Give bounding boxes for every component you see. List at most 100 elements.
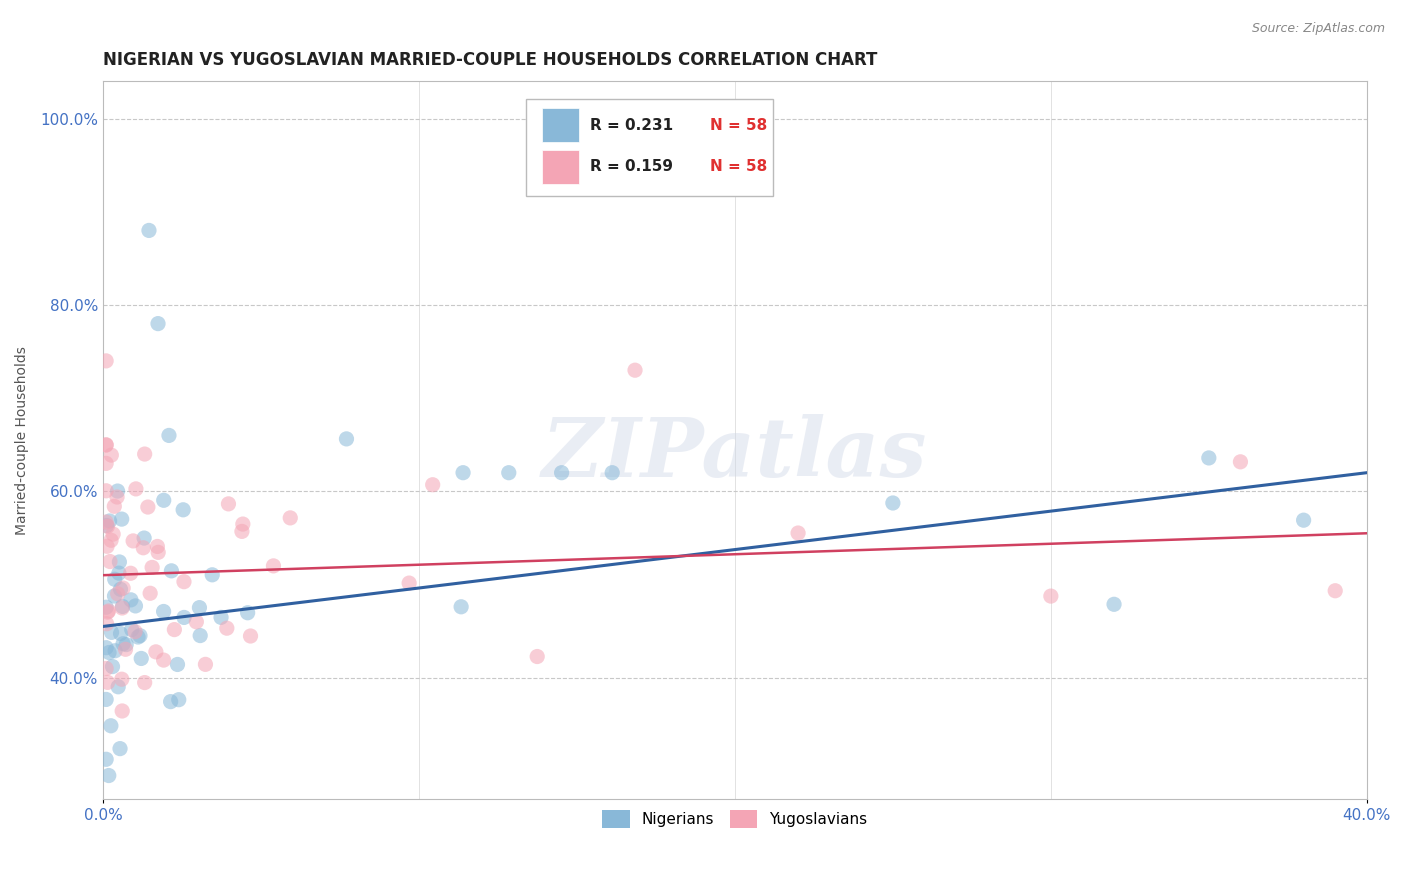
Point <box>498 466 520 480</box>
Text: ZIPatlas: ZIPatlas <box>543 415 928 494</box>
Point <box>146 540 169 554</box>
Point <box>114 642 136 657</box>
Point <box>107 587 129 601</box>
Point <box>94 438 117 452</box>
Point <box>112 581 135 595</box>
Point <box>125 482 148 496</box>
Point <box>94 515 117 529</box>
Point <box>103 500 125 514</box>
Point <box>98 646 121 660</box>
Point <box>98 555 121 569</box>
Point <box>262 558 284 573</box>
Point <box>97 768 120 782</box>
Point <box>94 483 117 498</box>
Point <box>105 490 128 504</box>
Point <box>166 657 188 672</box>
Point <box>188 600 211 615</box>
Point <box>882 496 904 510</box>
Bar <box>541 150 579 184</box>
Point <box>1102 597 1125 611</box>
Point <box>97 675 120 690</box>
Point <box>110 582 132 597</box>
Point <box>127 630 149 644</box>
Point <box>129 629 152 643</box>
Point <box>122 533 145 548</box>
Point <box>215 621 238 635</box>
Point <box>160 564 183 578</box>
Point <box>188 629 211 643</box>
Point <box>186 615 208 629</box>
Point <box>96 616 118 631</box>
Legend: Nigerians, Yugoslavians: Nigerians, Yugoslavians <box>596 805 873 834</box>
Text: N = 58: N = 58 <box>710 118 766 133</box>
Point <box>1292 513 1315 527</box>
Point <box>100 625 122 640</box>
Point <box>159 695 181 709</box>
Point <box>94 600 117 615</box>
Point <box>167 692 190 706</box>
Point <box>451 466 474 480</box>
Point <box>104 644 127 658</box>
Point <box>94 354 117 368</box>
Point <box>111 599 134 614</box>
Point <box>173 574 195 589</box>
Point <box>422 477 444 491</box>
Point <box>209 610 232 624</box>
Point <box>94 661 117 675</box>
Point <box>146 317 169 331</box>
Point <box>107 680 129 694</box>
Point <box>107 484 129 499</box>
Point <box>120 592 142 607</box>
Point <box>124 599 146 613</box>
Point <box>101 659 124 673</box>
Point <box>115 638 138 652</box>
Text: R = 0.231: R = 0.231 <box>589 118 672 133</box>
Point <box>152 493 174 508</box>
Point <box>136 500 159 514</box>
Text: N = 58: N = 58 <box>710 160 766 174</box>
Point <box>1039 589 1062 603</box>
Point <box>787 526 810 541</box>
Y-axis label: Married-couple Households: Married-couple Households <box>15 346 30 534</box>
Point <box>94 438 117 452</box>
Point <box>172 503 194 517</box>
Point <box>194 657 217 672</box>
Point <box>96 518 118 533</box>
Point <box>94 692 117 706</box>
Point <box>124 624 146 639</box>
Point <box>398 576 420 591</box>
Text: Source: ZipAtlas.com: Source: ZipAtlas.com <box>1251 22 1385 36</box>
Point <box>96 519 118 533</box>
Point <box>134 675 156 690</box>
Point <box>201 567 224 582</box>
Point <box>278 511 301 525</box>
Point <box>239 629 262 643</box>
Point <box>96 539 118 553</box>
Point <box>526 649 548 664</box>
Point <box>152 653 174 667</box>
Point <box>600 466 623 480</box>
Point <box>111 512 134 526</box>
Point <box>132 541 155 555</box>
Point <box>104 572 127 586</box>
Point <box>100 448 122 462</box>
Point <box>335 432 357 446</box>
Point <box>108 555 131 569</box>
Point <box>98 514 121 528</box>
Point <box>1324 583 1347 598</box>
Point <box>111 704 134 718</box>
FancyBboxPatch shape <box>526 99 773 196</box>
Point <box>112 637 135 651</box>
Point <box>111 672 134 686</box>
Text: NIGERIAN VS YUGOSLAVIAN MARRIED-COUPLE HOUSEHOLDS CORRELATION CHART: NIGERIAN VS YUGOSLAVIAN MARRIED-COUPLE H… <box>103 51 877 69</box>
Point <box>1229 455 1251 469</box>
Point <box>173 610 195 624</box>
Point <box>129 651 152 665</box>
Point <box>103 589 125 603</box>
Point <box>163 623 186 637</box>
Point <box>450 599 472 614</box>
Point <box>624 363 647 377</box>
Point <box>236 606 259 620</box>
Bar <box>541 108 579 143</box>
Point <box>101 527 124 541</box>
